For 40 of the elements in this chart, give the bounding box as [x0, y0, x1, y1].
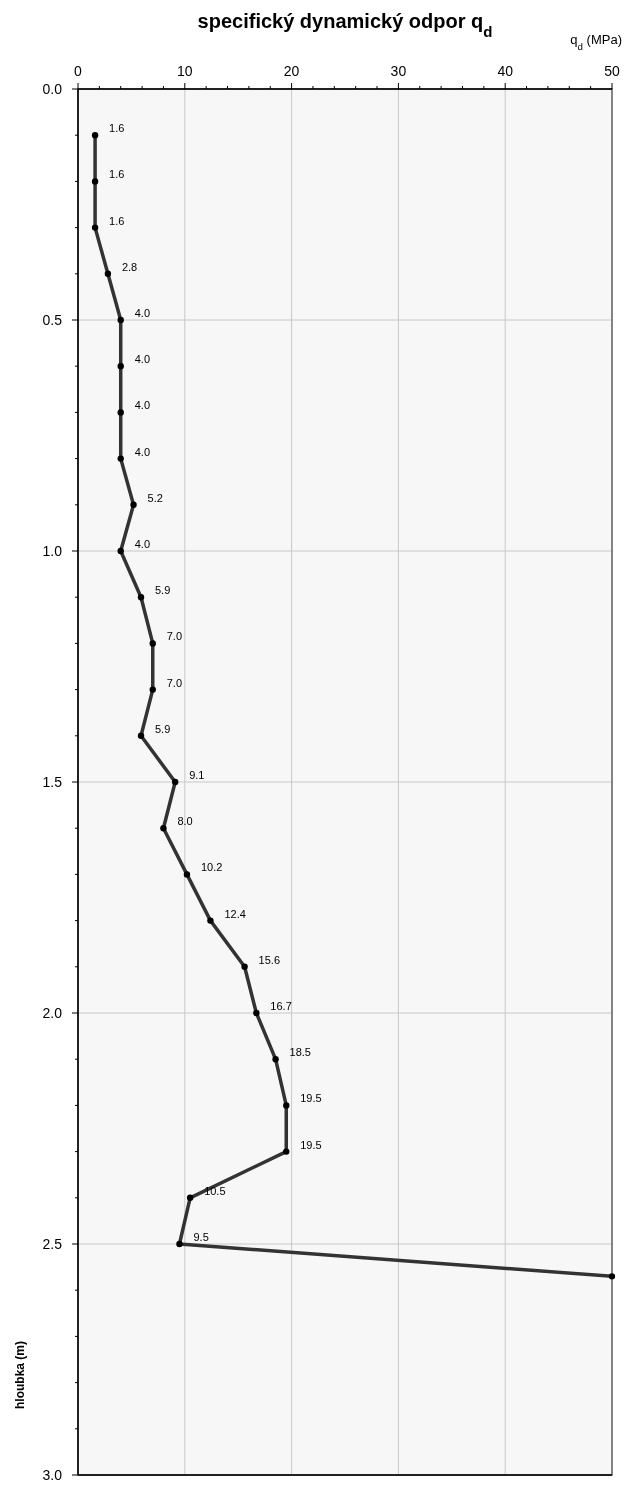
data-label: 5.9	[155, 722, 171, 735]
data-label: 7.0	[166, 630, 183, 643]
x-tick-label: 10	[177, 63, 193, 79]
x-axis-title: q$_{d}$ (MPa)	[570, 32, 622, 52]
data-label: 5.2	[147, 491, 163, 504]
y-axis-title: hloubka (m)	[13, 1341, 27, 1409]
data-label: 9.5	[193, 1231, 209, 1243]
data-label: 5.9	[155, 584, 171, 597]
x-tick-label: 40	[497, 63, 514, 79]
y-tick-label: 1.0	[42, 543, 63, 559]
data-label: 12.4	[224, 907, 246, 920]
data-label: 1.6	[109, 168, 125, 181]
data-label: 19.5	[300, 1092, 322, 1105]
data-label: 1.6	[109, 122, 125, 135]
data-label: 4.0	[134, 445, 151, 458]
data-label: 19.5	[300, 1138, 322, 1151]
data-label: 10.2	[200, 861, 223, 874]
y-tick-label: 3.0	[42, 1467, 63, 1483]
x-tick-label: 50	[604, 63, 620, 79]
data-label: 4.0	[134, 538, 151, 550]
x-tick-label: 30	[390, 63, 407, 79]
data-label: 7.0	[166, 676, 183, 689]
data-label: 2.8	[121, 260, 138, 273]
chart-title: specifický dynamický odpor q$_{d}$	[197, 10, 493, 40]
data-label: 9.1	[189, 769, 205, 781]
x-tick-label: 20	[283, 63, 300, 79]
y-tick-label: 0.5	[42, 312, 63, 328]
data-label: 4.0	[134, 399, 151, 412]
data-label: 16.7	[270, 1000, 292, 1012]
data-label: 18.5	[289, 1046, 311, 1059]
y-tick-label: 2.0	[42, 1005, 63, 1021]
data-label: 4.0	[134, 353, 151, 366]
data-label: 15.6	[258, 953, 281, 966]
y-tick-label: 0.0	[42, 81, 63, 97]
data-label: 1.6	[109, 214, 125, 227]
x-tick-label: 0	[74, 63, 83, 79]
y-tick-label: 2.5	[42, 1236, 63, 1252]
data-label: 8.0	[177, 815, 193, 828]
data-label: 4.0	[134, 307, 151, 319]
y-tick-label: 1.5	[42, 774, 63, 790]
